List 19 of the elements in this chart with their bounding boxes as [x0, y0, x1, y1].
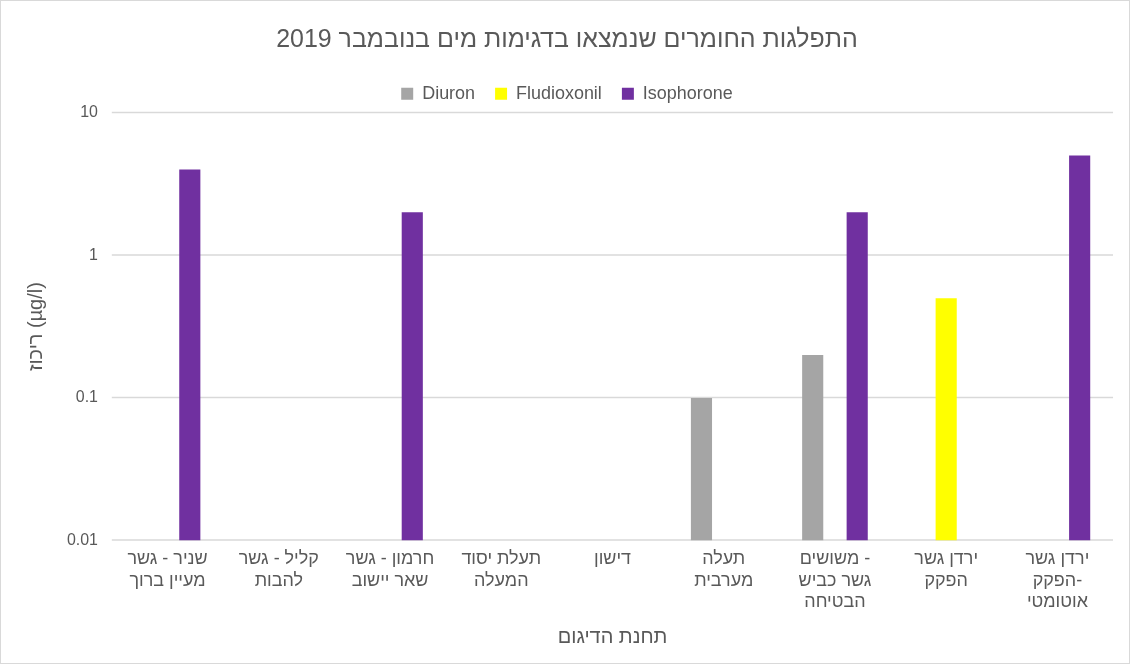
legend-label: Fludioxonil [516, 82, 602, 103]
x-tick-label: תעלת יסוד המעלה [461, 548, 542, 590]
x-tick-label: דישון [593, 548, 632, 569]
y-tick-label: 1 [89, 245, 99, 263]
x-tick-label: תעלה מערבית [694, 548, 754, 590]
x-tick-label: משושים - גשר כביש הבטיחה [798, 548, 872, 612]
legend-label: Diuron [422, 82, 476, 103]
x-tick-label: קליל - גשר להבות [238, 548, 319, 590]
y-tick-label: 10 [80, 103, 99, 121]
y-tick-label: 0.01 [66, 530, 99, 548]
x-tick-label: חרמון - גשר שאר יישוב [345, 548, 435, 590]
chart-title: התפלגות החומרים שנמצאו בדגימות מים בנובמבר 2019 [276, 23, 858, 52]
y-tick-label: 0.1 [75, 388, 99, 406]
x-tick-label: ירדן גשר הפקק- אוטומטי [1025, 548, 1090, 612]
x-axis-title: תחנת הדיגום [557, 624, 668, 647]
legend-label: Isophorone [642, 82, 733, 103]
y-axis-title: ריכוז (µg/l) [24, 282, 47, 372]
x-tick-label: שניר - גשר מעיין ברוך [127, 548, 208, 590]
x-tick-label: ירדן גשר הפקק [914, 548, 979, 590]
